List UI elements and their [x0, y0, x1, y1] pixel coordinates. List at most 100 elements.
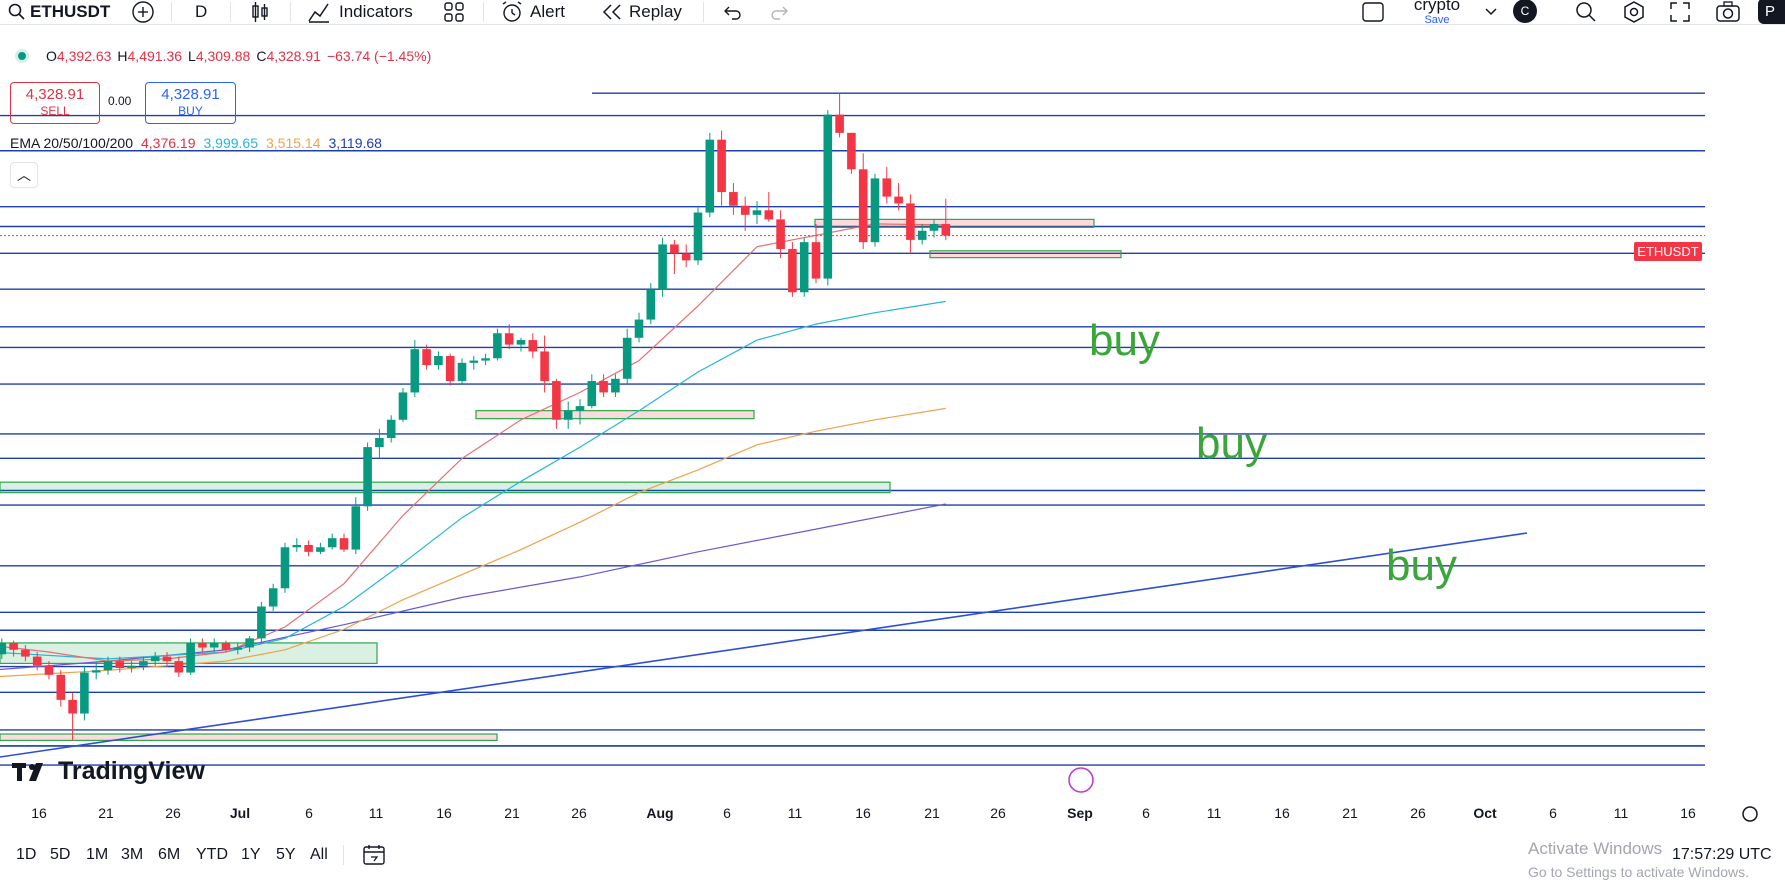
range-1d[interactable]: 1D [16, 846, 37, 863]
candle-body [422, 349, 431, 366]
candle-body [434, 356, 443, 366]
range-1m[interactable]: 1M [86, 846, 109, 863]
candle-body [410, 349, 420, 393]
date-range-button[interactable] [362, 844, 386, 871]
divider [290, 2, 291, 22]
time-axis-label: 21 [924, 805, 940, 821]
compare-symbol-button[interactable] [131, 0, 155, 24]
buy-annotation: buy [1386, 541, 1457, 590]
undo-button[interactable] [721, 0, 743, 24]
candle-body [150, 656, 160, 662]
symbol-tag-label: ETHUSDT [1637, 244, 1698, 259]
alert-button[interactable]: Alert [500, 0, 565, 24]
time-axis-label: 11 [1614, 805, 1629, 821]
grid-icon [444, 2, 464, 22]
range-ytd[interactable]: YTD [196, 846, 228, 863]
range-5y[interactable]: 5Y [276, 846, 296, 863]
indicators-icon [308, 3, 329, 23]
high-value: 4,491.36 [127, 48, 183, 64]
candle-body [552, 381, 561, 420]
candle-body [221, 642, 231, 650]
settings-button[interactable] [1622, 0, 1646, 24]
ema100-value: 3,515.14 [266, 135, 321, 151]
candle-body [658, 244, 667, 290]
price-zone [929, 250, 1122, 259]
logo-text: TradingView [58, 757, 205, 785]
time-axis-label: 16 [1680, 805, 1696, 821]
layout-toggle-button[interactable] [1361, 0, 1385, 24]
range-all[interactable]: All [310, 846, 328, 863]
candle-body [681, 253, 691, 261]
candle-body [622, 337, 632, 379]
snapshot-button[interactable] [1715, 0, 1741, 24]
layout-menu-button[interactable] [1484, 0, 1498, 24]
price-chart[interactable]: buybuybuy5,200.004,954.264,856.094,701.4… [0, 38, 1785, 838]
candle-body [670, 244, 679, 254]
tradingview-logo[interactable]: TradingView [12, 757, 205, 786]
symbol-search[interactable]: ETHUSDT [8, 0, 110, 24]
chart-type-button[interactable] [250, 0, 270, 24]
candle-body [917, 230, 927, 240]
earnings-event-icon [1068, 767, 1094, 793]
time-axis-label: 21 [504, 805, 520, 821]
buy-annotation: buy [1196, 419, 1267, 468]
candle-body [740, 205, 750, 215]
candle-body [386, 419, 396, 438]
sell-label: SELL [40, 104, 70, 118]
candle-body [304, 545, 313, 552]
candle-body [776, 219, 785, 249]
layout-name-button[interactable]: crypto Save [1406, 0, 1468, 27]
candle-body [811, 242, 821, 279]
collapse-legend-button[interactable]: ︿ [10, 162, 38, 188]
candle-body [693, 212, 703, 261]
candle-body [858, 169, 868, 243]
time-axis-label: 6 [1142, 805, 1150, 821]
time-axis-label: 16 [1274, 805, 1290, 821]
search-icon [8, 3, 25, 20]
range-5d[interactable]: 5D [50, 846, 71, 863]
ema-legend[interactable]: EMA 20/50/100/200 4,376.19 3,999.65 3,51… [10, 135, 382, 151]
range-3m[interactable]: 3M [121, 846, 144, 863]
range-1y[interactable]: 1Y [241, 846, 261, 863]
candle-body [882, 178, 892, 197]
sell-price: 4,328.91 [25, 86, 85, 103]
divider [171, 2, 172, 22]
time-axis-label: 11 [369, 805, 384, 821]
candle-body [327, 538, 337, 548]
candle-body [870, 178, 880, 243]
layout-name: crypto [1413, 0, 1461, 14]
buy-button[interactable]: 4,328.91 BUY [145, 82, 236, 124]
candle-body [292, 545, 302, 548]
sell-button[interactable]: 4,328.91 SELL [10, 82, 100, 124]
user-avatar[interactable]: C [1513, 0, 1537, 23]
interval-button[interactable]: D [195, 0, 207, 24]
zoom-search-icon [1576, 2, 1596, 22]
time-axis-label: Jul [230, 805, 250, 821]
candle-body [32, 656, 42, 666]
candle-body [139, 661, 148, 666]
indicators-button[interactable]: Indicators [307, 0, 413, 24]
publish-button[interactable]: P [1758, 0, 1785, 24]
candle-body [127, 665, 136, 668]
ema50-value: 3,999.65 [203, 135, 259, 151]
ema200-value: 3,119.68 [328, 135, 382, 151]
redo-button[interactable] [769, 0, 791, 24]
candle-body [481, 358, 490, 361]
candle-body [257, 606, 266, 639]
price-axis-bg [1705, 38, 1785, 800]
range-6m[interactable]: 6M [158, 846, 181, 863]
fullscreen-button[interactable] [1669, 0, 1691, 24]
candle-body [398, 392, 408, 420]
candle-body [186, 642, 195, 673]
time-axis-label: 26 [1410, 805, 1426, 821]
replay-button[interactable]: Replay [601, 0, 682, 24]
publish-label: P [1765, 2, 1776, 20]
utc-clock[interactable]: 17:57:29 UTC [1672, 846, 1772, 863]
candle-body [575, 406, 585, 411]
quick-search-button[interactable] [1574, 0, 1598, 24]
candle-body [280, 547, 290, 589]
candle-body [634, 319, 644, 338]
time-axis-label: Sep [1067, 805, 1093, 821]
time-axis-label: 6 [305, 805, 313, 821]
templates-button[interactable] [443, 0, 465, 24]
